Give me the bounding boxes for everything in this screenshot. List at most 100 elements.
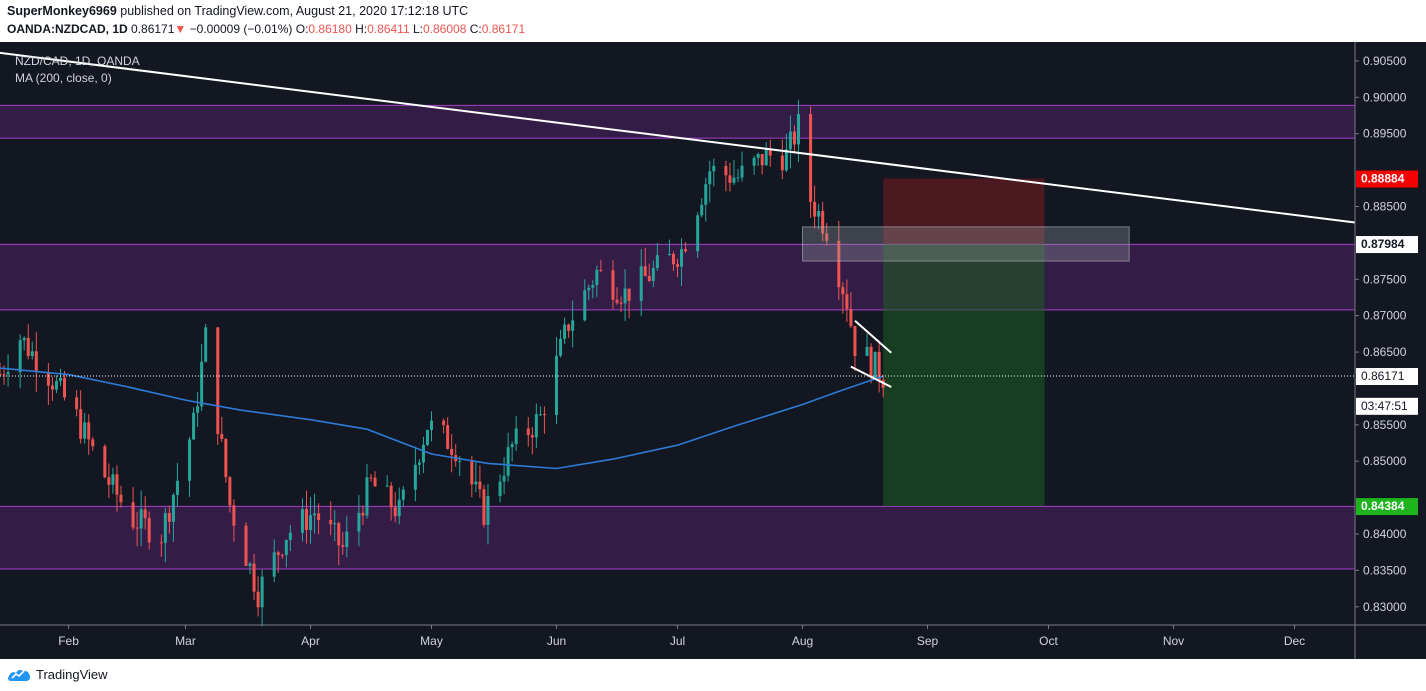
candle-body: [555, 355, 559, 416]
candle: [676, 258, 679, 277]
candle-body: [91, 439, 95, 447]
candle-body: [728, 175, 732, 183]
candle-body: [167, 513, 171, 522]
candle: [510, 441, 514, 462]
candle-body: [87, 422, 91, 440]
candle-body: [63, 377, 67, 398]
candle: [167, 505, 171, 534]
candle: [204, 323, 208, 363]
candle: [514, 415, 518, 451]
candle: [627, 288, 631, 319]
candle-body: [30, 351, 34, 356]
candle: [304, 490, 308, 544]
candle-body: [260, 576, 264, 608]
candle-body: [482, 489, 486, 525]
candle: [397, 487, 401, 525]
candle: [228, 475, 232, 513]
footer-brand[interactable]: TradingView: [36, 666, 108, 682]
candle-body: [780, 155, 784, 171]
candle-body: [425, 430, 429, 445]
candle-body: [498, 481, 502, 496]
candle-body: [542, 414, 546, 416]
candle-body: [506, 447, 510, 476]
chart-area[interactable]: 0.90500 0.90000 0.89500 0.88500 0.87500 0.870…: [0, 42, 1426, 659]
price-label-last: 0.86171: [1361, 369, 1405, 383]
candle-body: [224, 438, 228, 478]
candle: [821, 201, 825, 242]
price-label-stop: 0.88884: [1361, 172, 1405, 186]
candle: [756, 152, 760, 167]
candle: [91, 436, 95, 451]
candle-body: [317, 513, 321, 520]
candle-body: [813, 201, 817, 217]
candle: [708, 160, 712, 203]
candle-body: [510, 444, 514, 448]
candle: [671, 251, 675, 271]
candle-body: [188, 439, 192, 481]
candle-body: [873, 351, 877, 378]
price-label-box: [1356, 397, 1418, 415]
candle-body: [514, 428, 518, 445]
candle-body: [373, 477, 377, 487]
price-chart[interactable]: 0.90500 0.90000 0.89500 0.88500 0.87500 0.870…: [0, 42, 1426, 659]
candle-body: [131, 502, 135, 528]
candle-body: [276, 552, 280, 555]
candle: [796, 99, 800, 163]
candle-body: [421, 444, 425, 463]
candle: [780, 139, 784, 180]
take-profit-zone: [883, 244, 1045, 507]
footer: TradingView: [7, 663, 108, 685]
candle-body: [357, 512, 361, 532]
legend-title: NZD/CAD, 1D, OANDA: [15, 54, 140, 68]
candle-body: [651, 268, 655, 281]
candle-body: [756, 153, 760, 158]
candle-body: [853, 326, 857, 356]
candle: [474, 462, 478, 493]
candle: [813, 185, 817, 229]
candle: [530, 427, 534, 455]
candle: [357, 494, 361, 547]
price-label-box: [1356, 498, 1418, 516]
tradingview-logo-icon[interactable]: [7, 666, 31, 682]
candle-body: [252, 563, 256, 592]
candle: [288, 525, 292, 552]
candle: [413, 446, 417, 502]
candle: [792, 125, 796, 153]
candle: [115, 465, 119, 512]
time-tick-label: Apr: [301, 634, 320, 648]
candle-body: [58, 377, 62, 382]
candle: [224, 437, 228, 483]
candle: [63, 371, 67, 401]
sr-zone: [0, 506, 1355, 569]
candle-body: [103, 446, 107, 478]
author-name[interactable]: SuperMonkey6969: [7, 4, 117, 18]
candle-body: [397, 499, 401, 517]
candle-body: [583, 290, 587, 321]
candle-body: [300, 509, 304, 533]
candle: [454, 444, 458, 467]
candle: [845, 279, 849, 322]
candle: [498, 474, 502, 503]
candle: [647, 263, 651, 283]
candle: [131, 487, 135, 531]
high-label: H:: [355, 22, 368, 36]
candle: [752, 155, 756, 175]
candle: [534, 403, 538, 449]
candle-body: [877, 351, 881, 380]
candle-body: [333, 523, 337, 525]
candle-body: [740, 165, 744, 178]
candle-body: [474, 481, 478, 485]
last-price: 0.86171: [131, 22, 175, 36]
open-label: O:: [295, 22, 309, 36]
candle: [393, 492, 397, 523]
candle-body: [256, 591, 260, 608]
wedge-line: [854, 320, 892, 354]
candle: [450, 434, 454, 473]
candle: [75, 390, 79, 417]
candle-body: [288, 532, 292, 541]
candle: [365, 464, 369, 519]
close-value: 0.86171: [481, 22, 526, 36]
candle-body: [272, 552, 276, 577]
candle-body: [671, 253, 675, 265]
candle: [26, 324, 30, 360]
